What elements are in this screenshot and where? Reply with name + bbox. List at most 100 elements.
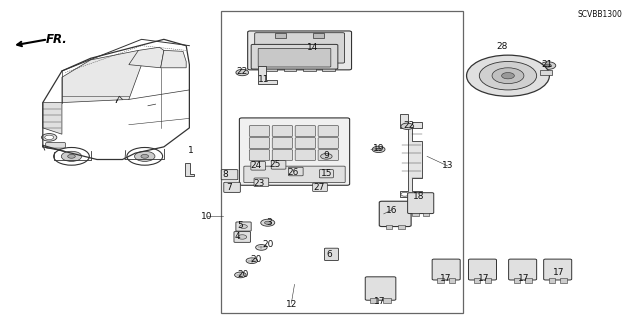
Bar <box>386 225 392 229</box>
Text: FR.: FR. <box>46 33 68 46</box>
Text: 24: 24 <box>251 161 262 170</box>
Polygon shape <box>257 66 276 84</box>
Circle shape <box>45 135 54 140</box>
Bar <box>284 63 296 71</box>
FancyBboxPatch shape <box>272 138 292 148</box>
Bar <box>485 278 492 283</box>
FancyBboxPatch shape <box>318 138 339 148</box>
Text: 10: 10 <box>201 212 212 221</box>
Bar <box>371 298 378 303</box>
Text: 27: 27 <box>313 183 324 192</box>
FancyBboxPatch shape <box>468 259 497 280</box>
FancyBboxPatch shape <box>380 201 411 226</box>
Circle shape <box>545 64 551 67</box>
Circle shape <box>240 225 247 228</box>
Text: 17: 17 <box>518 274 530 283</box>
Circle shape <box>502 72 515 79</box>
Circle shape <box>540 62 556 69</box>
FancyBboxPatch shape <box>244 166 345 182</box>
Text: 13: 13 <box>442 161 453 170</box>
Bar <box>548 278 555 283</box>
Bar <box>474 278 480 283</box>
Circle shape <box>401 192 408 196</box>
Polygon shape <box>129 47 164 68</box>
Circle shape <box>264 221 271 224</box>
Circle shape <box>372 146 385 152</box>
Bar <box>322 63 335 71</box>
FancyBboxPatch shape <box>365 277 396 300</box>
Bar <box>422 213 429 216</box>
Polygon shape <box>399 114 422 197</box>
Bar <box>560 278 566 283</box>
Text: SCVBB1300: SCVBB1300 <box>578 10 623 19</box>
Text: 20: 20 <box>262 241 273 249</box>
Bar <box>449 278 455 283</box>
FancyBboxPatch shape <box>289 167 303 176</box>
FancyBboxPatch shape <box>272 126 292 137</box>
Bar <box>412 213 419 216</box>
Circle shape <box>321 153 332 159</box>
Text: 16: 16 <box>386 206 397 215</box>
Bar <box>540 70 552 75</box>
Circle shape <box>54 147 90 165</box>
Text: 19: 19 <box>373 144 385 153</box>
Bar <box>264 63 277 71</box>
Text: 17: 17 <box>478 274 490 283</box>
Circle shape <box>492 68 524 84</box>
FancyBboxPatch shape <box>313 183 327 192</box>
FancyBboxPatch shape <box>258 48 331 67</box>
Text: 25: 25 <box>269 160 281 169</box>
FancyBboxPatch shape <box>432 259 460 280</box>
Circle shape <box>42 134 57 141</box>
Bar <box>437 278 444 283</box>
FancyBboxPatch shape <box>318 150 339 160</box>
Polygon shape <box>62 50 141 103</box>
FancyBboxPatch shape <box>221 170 238 180</box>
Text: 26: 26 <box>287 168 299 177</box>
Text: 7: 7 <box>226 183 232 192</box>
FancyBboxPatch shape <box>295 126 316 137</box>
Text: 8: 8 <box>223 170 228 179</box>
FancyBboxPatch shape <box>295 138 316 148</box>
Text: 20: 20 <box>251 255 262 263</box>
Text: 5: 5 <box>237 221 243 230</box>
Text: 11: 11 <box>258 75 269 84</box>
Circle shape <box>401 123 413 130</box>
FancyBboxPatch shape <box>45 142 65 148</box>
Circle shape <box>376 148 381 151</box>
Circle shape <box>255 245 267 250</box>
Text: 15: 15 <box>321 169 332 178</box>
FancyBboxPatch shape <box>255 33 344 63</box>
FancyBboxPatch shape <box>236 222 251 231</box>
Text: 18: 18 <box>413 192 424 201</box>
Text: 9: 9 <box>323 151 329 160</box>
Text: 23: 23 <box>254 179 265 188</box>
Bar <box>275 33 286 38</box>
Bar <box>514 278 520 283</box>
Bar <box>313 33 324 38</box>
FancyBboxPatch shape <box>543 259 572 280</box>
Polygon shape <box>43 103 62 134</box>
Polygon shape <box>185 163 195 176</box>
Text: 17: 17 <box>374 297 386 306</box>
FancyBboxPatch shape <box>234 232 250 242</box>
Circle shape <box>479 62 537 90</box>
Bar <box>383 298 391 303</box>
Text: 21: 21 <box>542 60 553 69</box>
Text: 22: 22 <box>237 67 248 76</box>
FancyBboxPatch shape <box>239 118 349 185</box>
FancyBboxPatch shape <box>249 126 269 137</box>
Bar <box>525 278 532 283</box>
Circle shape <box>61 151 82 161</box>
FancyBboxPatch shape <box>408 193 434 214</box>
Text: 1: 1 <box>188 146 194 155</box>
Text: 6: 6 <box>326 250 332 259</box>
Circle shape <box>134 151 155 161</box>
Bar <box>303 63 316 71</box>
FancyBboxPatch shape <box>251 44 338 69</box>
Text: 22: 22 <box>404 121 415 130</box>
Text: 20: 20 <box>238 271 249 279</box>
FancyBboxPatch shape <box>248 31 351 70</box>
FancyBboxPatch shape <box>251 161 266 170</box>
Text: 14: 14 <box>307 43 318 52</box>
